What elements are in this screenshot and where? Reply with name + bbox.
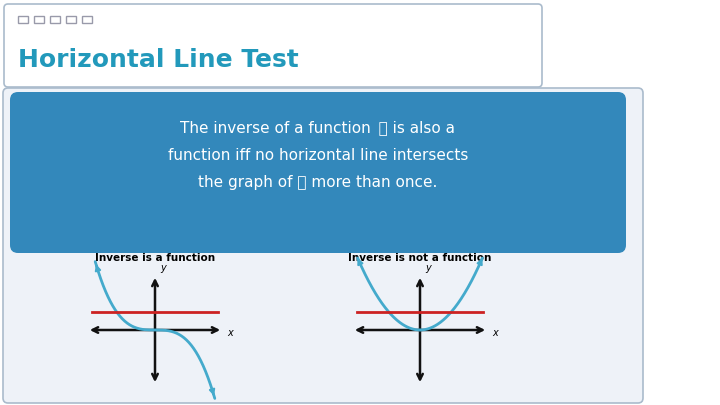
Bar [50,16,60,23]
Text: x: x [492,328,498,338]
Bar [34,16,44,23]
Text: Horizontal Line Test: Horizontal Line Test [18,48,299,72]
Text: function iff no horizontal line intersects: function iff no horizontal line intersec… [168,147,468,162]
FancyBboxPatch shape [4,4,542,87]
Bar [66,16,76,23]
FancyBboxPatch shape [10,92,626,253]
Text: y: y [160,263,166,273]
Text: the graph of ｆ more than once.: the graph of ｆ more than once. [198,175,438,190]
Text: x: x [227,328,233,338]
FancyBboxPatch shape [3,88,643,403]
Text: Inverse is a function: Inverse is a function [95,253,215,263]
Bar [18,16,28,23]
Text: Inverse is not a function: Inverse is not a function [348,253,492,263]
Text: y: y [425,263,431,273]
Text: The inverse of a function  ｆ is also a: The inverse of a function ｆ is also a [181,121,456,136]
Bar [82,16,92,23]
